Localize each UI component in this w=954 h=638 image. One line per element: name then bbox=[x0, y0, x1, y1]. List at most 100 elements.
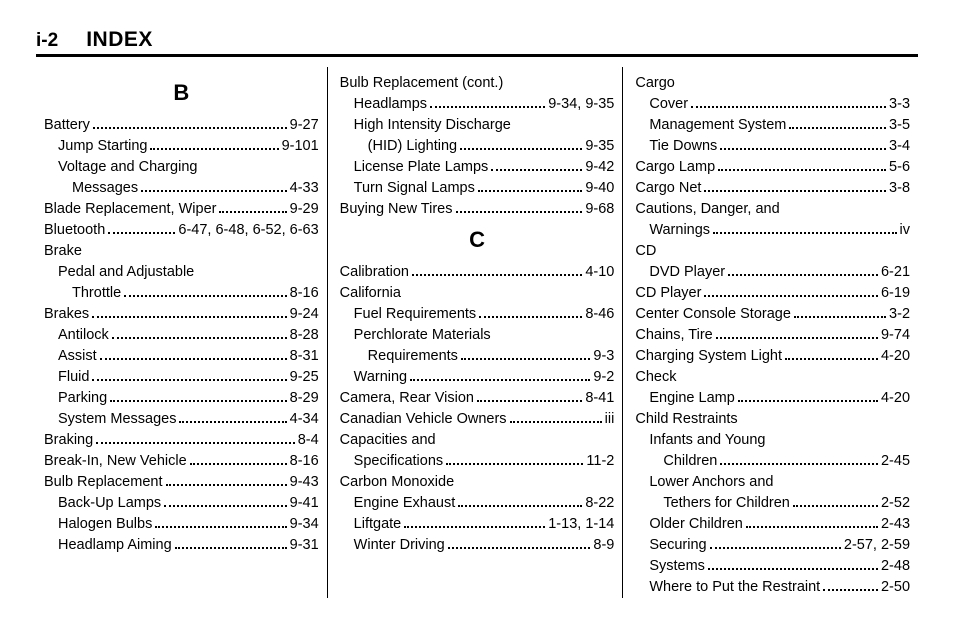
index-entry-page: 8-31 bbox=[290, 346, 319, 367]
index-entry-page: 8-28 bbox=[290, 325, 319, 346]
leader-dots bbox=[794, 316, 886, 318]
index-entry-label: Halogen Bulbs bbox=[58, 514, 152, 535]
index-entry: Engine Lamp4-20 bbox=[635, 388, 910, 409]
leader-dots bbox=[124, 295, 286, 297]
index-entry: (HID) Lighting9-35 bbox=[340, 136, 615, 157]
index-entry-label: Canadian Vehicle Owners bbox=[340, 409, 507, 430]
leader-dots bbox=[412, 274, 582, 276]
index-entry-label: Headlamps bbox=[354, 94, 427, 115]
index-entry-page: 8-9 bbox=[593, 535, 614, 556]
leader-dots bbox=[746, 526, 878, 528]
leader-dots bbox=[456, 211, 583, 213]
index-entry-page: 11-2 bbox=[586, 451, 614, 472]
index-entry: Management System3-5 bbox=[635, 115, 910, 136]
index-entry: Fluid9-25 bbox=[44, 367, 319, 388]
index-entry-label: High Intensity Discharge bbox=[354, 115, 511, 136]
index-entry: Child Restraints bbox=[635, 409, 910, 430]
index-entry-label: CD bbox=[635, 241, 656, 262]
index-entry-label: Requirements bbox=[368, 346, 458, 367]
index-entry: Tie Downs3-4 bbox=[635, 136, 910, 157]
leader-dots bbox=[510, 421, 602, 423]
index-entry: Infants and Young bbox=[635, 430, 910, 451]
index-entry-label: Cautions, Danger, and bbox=[635, 199, 779, 220]
index-entry-page: 8-29 bbox=[290, 388, 319, 409]
leader-dots bbox=[793, 505, 878, 507]
index-entry-label: Parking bbox=[58, 388, 107, 409]
index-entry-page: 9-74 bbox=[881, 325, 910, 346]
index-entry: California bbox=[340, 283, 615, 304]
index-entry-label: Lower Anchors and bbox=[649, 472, 773, 493]
index-entry-label: California bbox=[340, 283, 401, 304]
index-entry-page: 9-68 bbox=[585, 199, 614, 220]
index-entry: System Messages4-34 bbox=[44, 409, 319, 430]
index-entry-label: Management System bbox=[649, 115, 786, 136]
leader-dots bbox=[708, 568, 878, 570]
index-entry-page: 4-33 bbox=[290, 178, 319, 199]
index-entry: Voltage and Charging bbox=[44, 157, 319, 178]
leader-dots bbox=[691, 106, 886, 108]
page-title: INDEX bbox=[86, 28, 153, 52]
index-entry-label: Children bbox=[663, 451, 717, 472]
leader-dots bbox=[164, 505, 286, 507]
index-entry-label: Perchlorate Materials bbox=[354, 325, 491, 346]
index-entry: Canadian Vehicle Ownersiii bbox=[340, 409, 615, 430]
leader-dots bbox=[404, 526, 545, 528]
index-entry: Calibration4-10 bbox=[340, 262, 615, 283]
index-entry-page: 8-16 bbox=[290, 283, 319, 304]
index-entry-label: Antilock bbox=[58, 325, 109, 346]
index-entry-label: Camera, Rear Vision bbox=[340, 388, 474, 409]
index-entry-label: Calibration bbox=[340, 262, 409, 283]
index-entry-page: 1-13, 1-14 bbox=[548, 514, 614, 535]
index-columns: BBattery9-27Jump Starting9-101Voltage an… bbox=[36, 67, 918, 598]
index-entry-page: 2-43 bbox=[881, 514, 910, 535]
index-entry-label: Bulb Replacement (cont.) bbox=[340, 73, 504, 94]
leader-dots bbox=[150, 148, 278, 150]
leader-dots bbox=[718, 169, 886, 171]
index-entry: Assist8-31 bbox=[44, 346, 319, 367]
index-entry: Antilock 8-28 bbox=[44, 325, 319, 346]
index-entry-label: Blade Replacement, Wiper bbox=[44, 199, 216, 220]
index-entry: Warning9-2 bbox=[340, 367, 615, 388]
index-page: i-2 INDEX BBattery9-27Jump Starting9-101… bbox=[0, 0, 954, 618]
index-entry-page: 2-45 bbox=[881, 451, 910, 472]
index-entry-label: Carbon Monoxide bbox=[340, 472, 454, 493]
index-entry-label: Specifications bbox=[354, 451, 443, 472]
index-entry: Systems2-48 bbox=[635, 556, 910, 577]
index-entry-page: 9-42 bbox=[585, 157, 614, 178]
index-entry-label: Infants and Young bbox=[649, 430, 765, 451]
page-header: i-2 INDEX bbox=[36, 28, 918, 57]
leader-dots bbox=[179, 421, 286, 423]
index-entry-page: 2-57, 2-59 bbox=[844, 535, 910, 556]
index-entry: CD Player6-19 bbox=[635, 283, 910, 304]
index-entry-label: Buying New Tires bbox=[340, 199, 453, 220]
index-entry: CD bbox=[635, 241, 910, 262]
index-entry-page: 9-3 bbox=[593, 346, 614, 367]
leader-dots bbox=[491, 169, 582, 171]
index-entry-label: Bulb Replacement bbox=[44, 472, 163, 493]
index-entry-page: 8-16 bbox=[290, 451, 319, 472]
leader-dots bbox=[720, 148, 886, 150]
index-entry: Messages4-33 bbox=[44, 178, 319, 199]
index-entry-label: Break-In, New Vehicle bbox=[44, 451, 187, 472]
leader-dots bbox=[155, 526, 286, 528]
index-entry-page: 6-21 bbox=[881, 262, 910, 283]
index-entry-page: 3-4 bbox=[889, 136, 910, 157]
index-entry: Liftgate1-13, 1-14 bbox=[340, 514, 615, 535]
leader-dots bbox=[190, 463, 287, 465]
index-entry-label: DVD Player bbox=[649, 262, 725, 283]
leader-dots bbox=[446, 463, 583, 465]
leader-dots bbox=[410, 379, 590, 381]
index-entry: Warningsiv bbox=[635, 220, 910, 241]
index-entry: Securing2-57, 2-59 bbox=[635, 535, 910, 556]
index-entry-page: 8-4 bbox=[298, 430, 319, 451]
index-entry: Cover3-3 bbox=[635, 94, 910, 115]
index-entry: Buying New Tires 9-68 bbox=[340, 199, 615, 220]
index-entry-page: 4-34 bbox=[290, 409, 319, 430]
index-entry-label: Cargo Net bbox=[635, 178, 701, 199]
index-entry-page: 9-41 bbox=[290, 493, 319, 514]
index-entry: Bluetooth6-47, 6-48, 6-52, 6-63 bbox=[44, 220, 319, 241]
index-entry: Winter Driving8-9 bbox=[340, 535, 615, 556]
index-entry-label: Battery bbox=[44, 115, 90, 136]
index-entry-label: Engine Lamp bbox=[649, 388, 734, 409]
leader-dots bbox=[704, 190, 886, 192]
